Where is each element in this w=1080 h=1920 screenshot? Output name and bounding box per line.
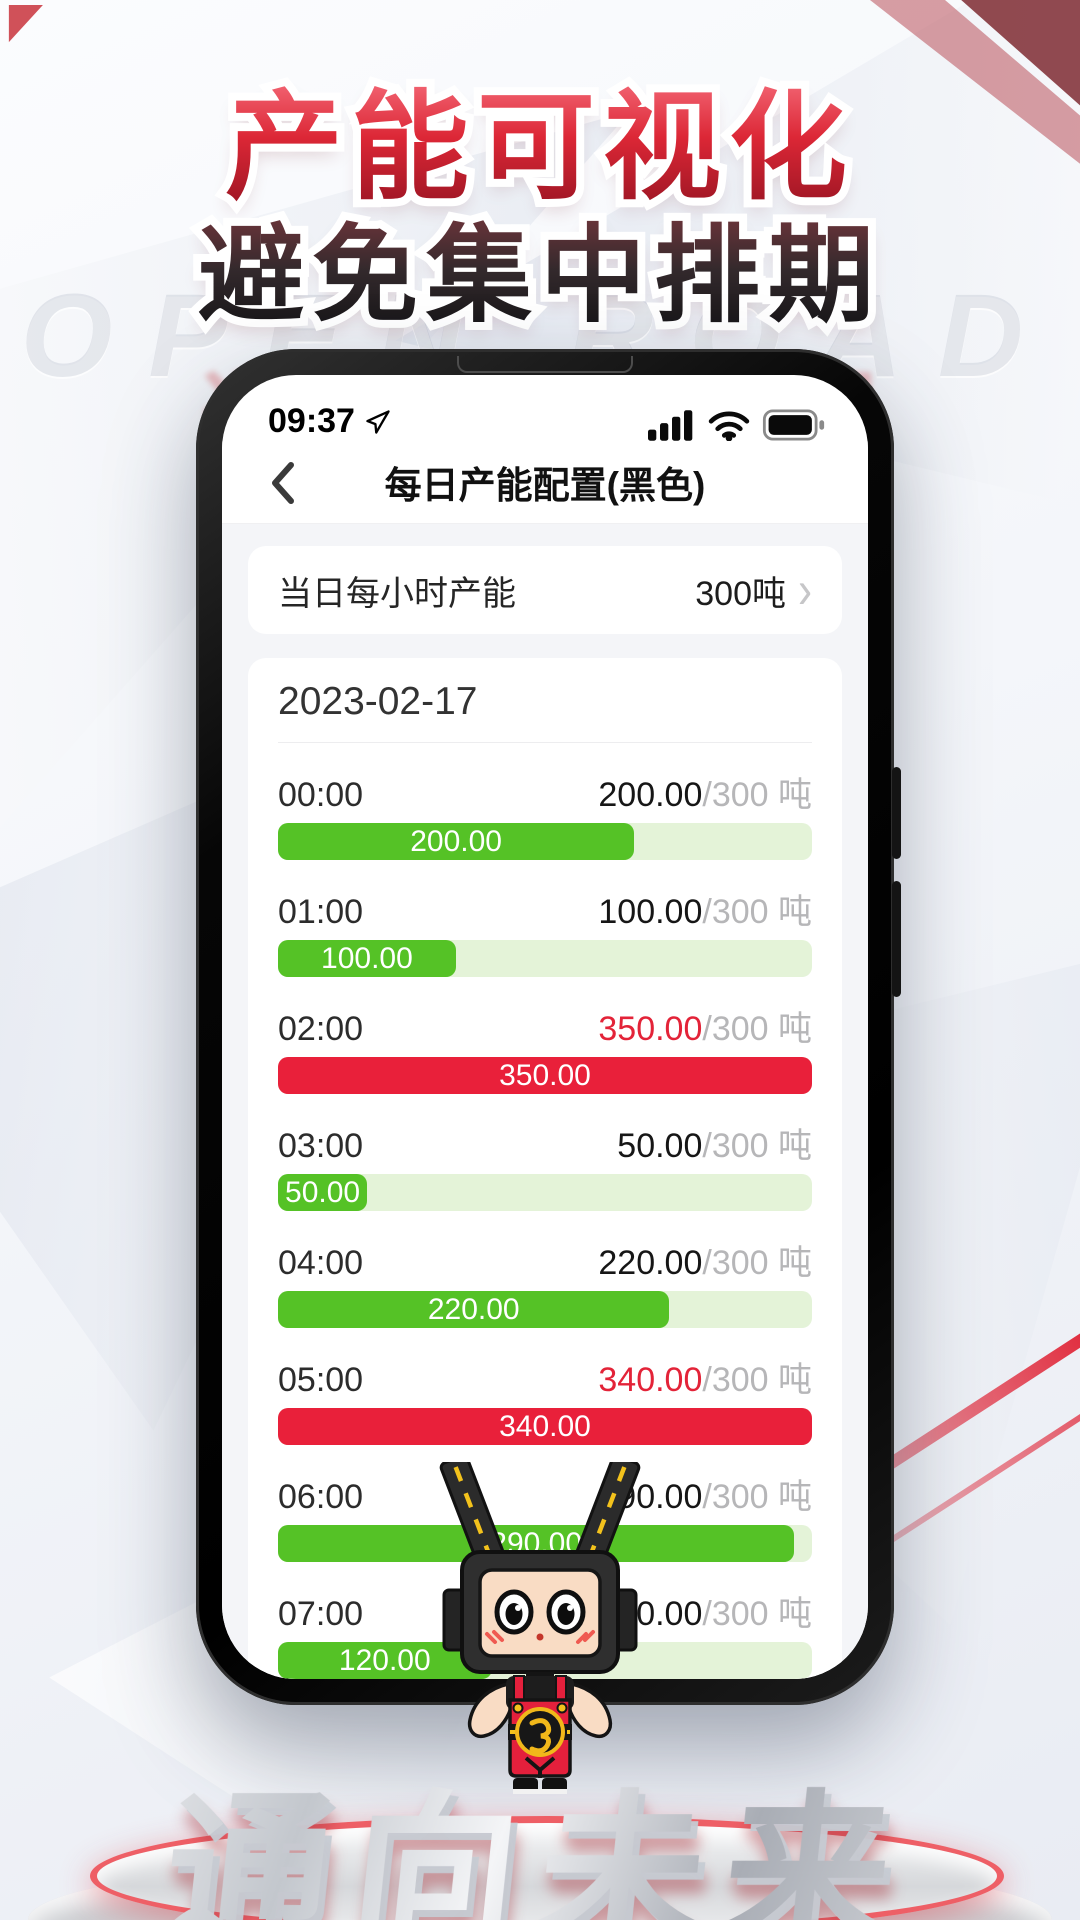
- usage-limit: /300 吨: [702, 1595, 812, 1633]
- capacity-bar-track: 100.00: [278, 940, 812, 977]
- headline: 产能可视化 产能可视化 避免集中排期 避免集中排期 避免集中排期: [0, 75, 1080, 480]
- capacity-row: 00:00 200.00/300 吨 200.00: [278, 767, 812, 860]
- hour-label: 02:00: [278, 1010, 364, 1048]
- capacity-bar-fill: 220.00: [278, 1291, 670, 1328]
- usage-value: 100.00/300 吨: [598, 884, 812, 933]
- usage-limit: /300 吨: [702, 776, 812, 814]
- app-body: 当日每小时产能 300吨 › 2023-02-17 00:00 200.00/3…: [222, 524, 868, 1679]
- capacity-bar-fill: 200.00: [278, 823, 635, 860]
- capacity-bar-fill: 50.00: [278, 1174, 368, 1211]
- usage-value: 350.00/300 吨: [598, 1001, 812, 1050]
- capacity-bar-track: 200.00: [278, 823, 812, 860]
- capacity-bar-track: 220.00: [278, 1291, 812, 1328]
- wifi-icon: [708, 411, 750, 441]
- daily-capacity-card: 2023-02-17 00:00 200.00/300 吨 200.00 01:…: [248, 658, 842, 1679]
- chevron-right-icon: ›: [798, 560, 812, 619]
- capacity-bar-label: 100.00: [321, 941, 413, 975]
- capacity-bar-label: 120.00: [338, 1643, 431, 1677]
- capacity-bar-label: 350.00: [499, 1058, 591, 1092]
- signal-icon: [648, 410, 693, 441]
- hour-label: 00:00: [278, 776, 364, 814]
- pedestal-rim: [90, 1816, 1004, 1920]
- date-label: 2023-02-17: [278, 680, 478, 723]
- capacity-bar-fill: 100.00: [278, 940, 456, 977]
- usage-limit: /300 吨: [702, 1010, 812, 1048]
- usage-limit: /300 吨: [702, 1127, 812, 1165]
- usage-limit: /300 吨: [702, 1244, 812, 1282]
- phone-volume-button: [892, 767, 901, 859]
- mascot: [439, 1462, 641, 1794]
- hour-label: 07:00: [278, 1595, 364, 1633]
- hour-label: 04:00: [278, 1244, 364, 1282]
- capacity-bar-label: 220.00: [427, 1292, 520, 1326]
- headline-line1: 产能可视化 产能可视化: [217, 75, 855, 221]
- capacity-row: 07:00 120.00/300 吨 120.00: [278, 1586, 812, 1679]
- setting-label: 当日每小时产能: [278, 574, 516, 613]
- usage-value: 340.00/300 吨: [598, 1352, 812, 1401]
- hour-label: 05:00: [278, 1361, 364, 1399]
- status-time: 09:37: [268, 402, 355, 440]
- usage-limit: /300 吨: [702, 893, 812, 931]
- phone-power-button: [892, 881, 901, 997]
- battery-icon: [762, 409, 825, 441]
- usage-value: 50.00/300 吨: [617, 1118, 812, 1167]
- usage-amount: 50.00: [617, 1127, 703, 1165]
- capacity-bar-label: 50.00: [285, 1175, 361, 1209]
- hourly-capacity-setting-row[interactable]: 当日每小时产能 300吨 ›: [248, 546, 842, 634]
- headline-line2: 避免集中排期 避免集中排期 避免集中排期: [190, 210, 882, 480]
- capacity-bar-track: 120.00: [278, 1642, 812, 1679]
- capacity-row: 05:00 340.00/300 吨 340.00: [278, 1352, 812, 1445]
- hour-label: 03:00: [278, 1127, 364, 1165]
- phone-screen: 09:37: [222, 375, 868, 1679]
- capacity-row: 02:00 350.00/300 吨 350.00: [278, 1001, 812, 1094]
- capacity-row: 03:00 50.00/300 吨 50.00: [278, 1118, 812, 1211]
- capacity-bar-fill: 340.00: [278, 1408, 812, 1445]
- capacity-bar-track: 350.00: [278, 1057, 812, 1094]
- setting-value: 300吨: [695, 574, 786, 613]
- usage-limit: /300 吨: [702, 1361, 812, 1399]
- divider: [278, 742, 812, 743]
- usage-value: 200.00/300 吨: [598, 767, 812, 816]
- usage-amount: 340.00: [598, 1361, 703, 1399]
- usage-amount: 100.00: [598, 893, 703, 931]
- nav-bar: 每日产能配置(黑色): [222, 441, 868, 524]
- usage-limit: /300 吨: [702, 1478, 812, 1516]
- chevron-left-icon: [272, 462, 294, 504]
- capacity-bar-track: 50.00: [278, 1174, 812, 1211]
- capacity-bar-label: 340.00: [499, 1409, 591, 1443]
- capacity-bar-fill: 350.00: [278, 1057, 812, 1094]
- phone-speaker-slot: [457, 356, 633, 373]
- capacity-row-list: 00:00 200.00/300 吨 200.00 01:00 100.00/3…: [278, 767, 812, 1679]
- capacity-bar-label: 200.00: [410, 824, 502, 858]
- corner-accent: [8, 4, 43, 43]
- capacity-bar-track: 340.00: [278, 1408, 812, 1445]
- usage-value: 220.00/300 吨: [598, 1235, 812, 1284]
- capacity-row: 01:00 100.00/300 吨 100.00: [278, 884, 812, 977]
- capacity-row: 04:00 220.00/300 吨 220.00: [278, 1235, 812, 1328]
- usage-value: 120.00/300 吨: [598, 1586, 812, 1635]
- hour-label: 01:00: [278, 893, 364, 931]
- usage-amount: 200.00: [598, 776, 703, 814]
- usage-amount: 220.00: [598, 1244, 703, 1282]
- back-button[interactable]: [256, 457, 308, 509]
- phone-mockup: 09:37: [196, 349, 901, 1705]
- status-bar: 09:37: [222, 375, 868, 441]
- usage-amount: 350.00: [598, 1010, 703, 1048]
- page-title: 每日产能配置(黑色): [384, 465, 706, 506]
- hour-label: 06:00: [278, 1478, 364, 1516]
- location-icon: [366, 409, 390, 434]
